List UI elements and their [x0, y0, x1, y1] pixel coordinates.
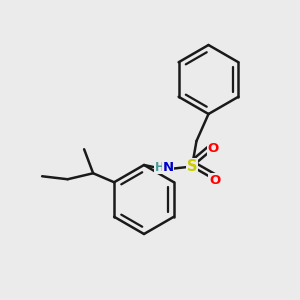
Text: O: O	[209, 173, 220, 187]
Text: H: H	[155, 160, 164, 174]
Text: S: S	[187, 159, 197, 174]
Text: N: N	[162, 160, 174, 174]
Text: O: O	[207, 142, 219, 155]
